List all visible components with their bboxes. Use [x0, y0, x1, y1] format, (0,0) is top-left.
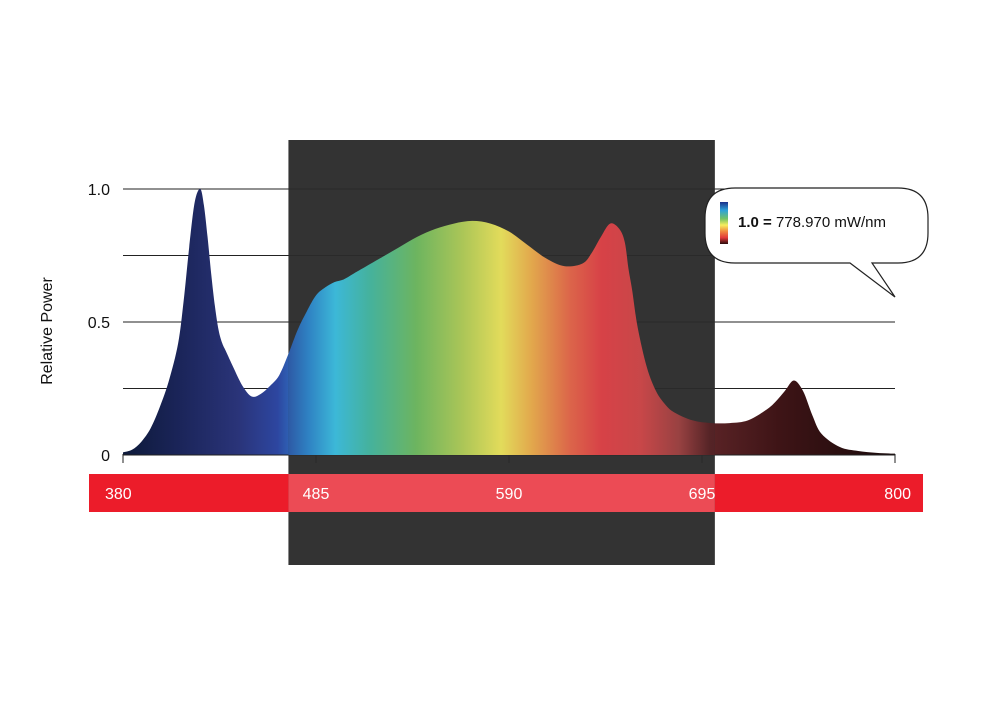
y-tick-label-0.5: 0.5 [88, 315, 110, 332]
callout-colorbar [720, 202, 728, 244]
spectrum-area-highlighted [288, 220, 715, 455]
x-tick-label-380: 380 [105, 486, 132, 503]
y-axis-title: Relative Power [39, 277, 56, 385]
wavelength-bar-highlighted [288, 474, 715, 512]
callout-label: 1.0 = 778.970 mW/nm [738, 214, 886, 231]
callout-text: 778.970 mW/nm [775, 214, 887, 231]
callout-bubble [704, 187, 929, 298]
y-tick-label-1.0: 1.0 [88, 182, 110, 199]
x-tick-label-800: 800 [884, 486, 911, 503]
y-tick-label-0: 0 [101, 448, 110, 465]
x-axis-labels: 380 485 590 695 800 [105, 486, 911, 503]
y-axis-labels: 0 0.5 1.0 [88, 182, 110, 465]
x-tick-label-590: 590 [496, 486, 523, 503]
x-tick-label-485: 485 [303, 486, 330, 503]
callout-equals: = [763, 214, 772, 231]
callout-value: 1.0 [738, 214, 759, 231]
x-tick-label-695: 695 [689, 486, 716, 503]
